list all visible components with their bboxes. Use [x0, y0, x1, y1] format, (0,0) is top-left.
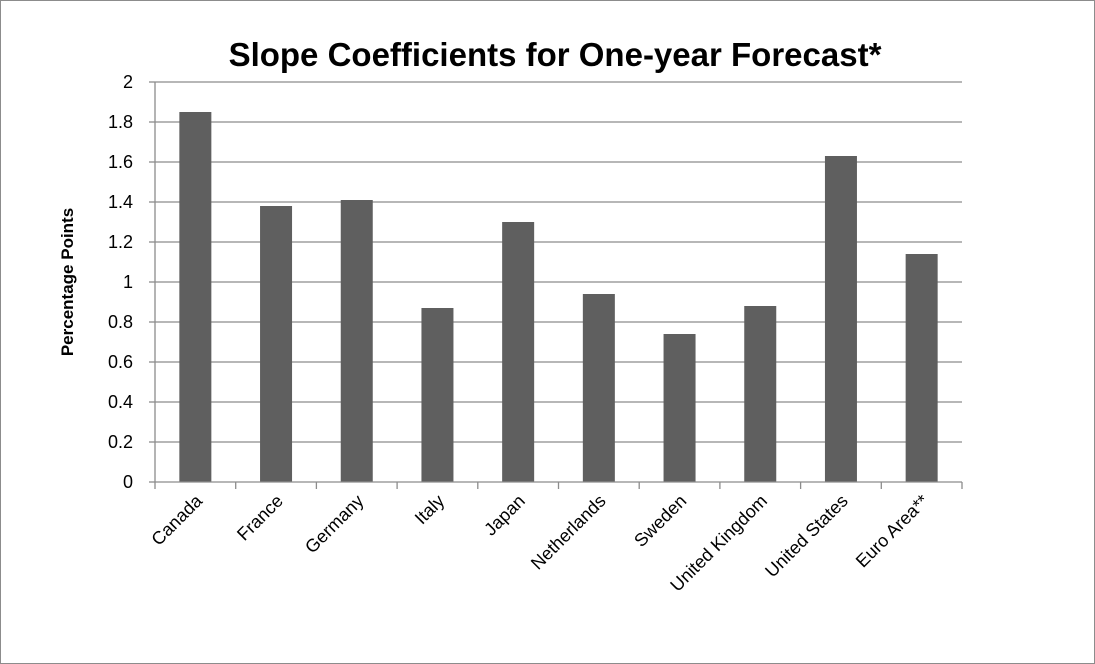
bar	[260, 206, 293, 482]
bar	[179, 112, 212, 482]
bar	[824, 156, 857, 482]
y-tick-label: 1.2	[108, 232, 133, 252]
y-tick-label: 0.6	[108, 352, 133, 372]
x-category-label: Japan	[480, 491, 529, 540]
y-tick-label: 2	[123, 72, 133, 92]
x-category-label: Euro Area**	[852, 491, 933, 572]
bar	[502, 222, 535, 482]
y-tick-label: 1	[123, 272, 133, 292]
x-category-label: Sweden	[630, 491, 690, 551]
bar	[744, 306, 777, 482]
bar	[582, 294, 615, 482]
y-axis-label: Percentage Points	[58, 208, 77, 356]
axes	[154, 82, 963, 489]
y-tick-label: 0.2	[108, 432, 133, 452]
x-category-labels: Canada France Germany Italy JapanNetherlands…	[147, 490, 932, 595]
y-tick-labels: 0 0.2 0.4 0.6 0.8 1 1.2 1.4 1.6 1.8 2	[108, 72, 133, 492]
bar	[905, 254, 938, 482]
bar	[340, 200, 373, 482]
chart-title: Slope Coefficients for One-year Forecast…	[229, 36, 882, 73]
x-category-label: Netherlands	[527, 491, 610, 574]
x-category-label: France	[233, 491, 287, 545]
y-tick-label: 0.4	[108, 392, 133, 412]
x-category-label: Canada	[147, 490, 206, 549]
x-category-label: United States	[761, 491, 852, 582]
y-tick-label: 0.8	[108, 312, 133, 332]
bar	[663, 334, 696, 482]
x-category-label: Italy	[411, 491, 448, 528]
x-category-label: Germany	[301, 491, 367, 557]
y-tick-label: 1.8	[108, 112, 133, 132]
bar	[421, 308, 454, 482]
y-tick-label: 0	[123, 472, 133, 492]
y-tick-label: 1.4	[108, 192, 133, 212]
y-tick-label: 1.6	[108, 152, 133, 172]
bars	[179, 112, 938, 482]
